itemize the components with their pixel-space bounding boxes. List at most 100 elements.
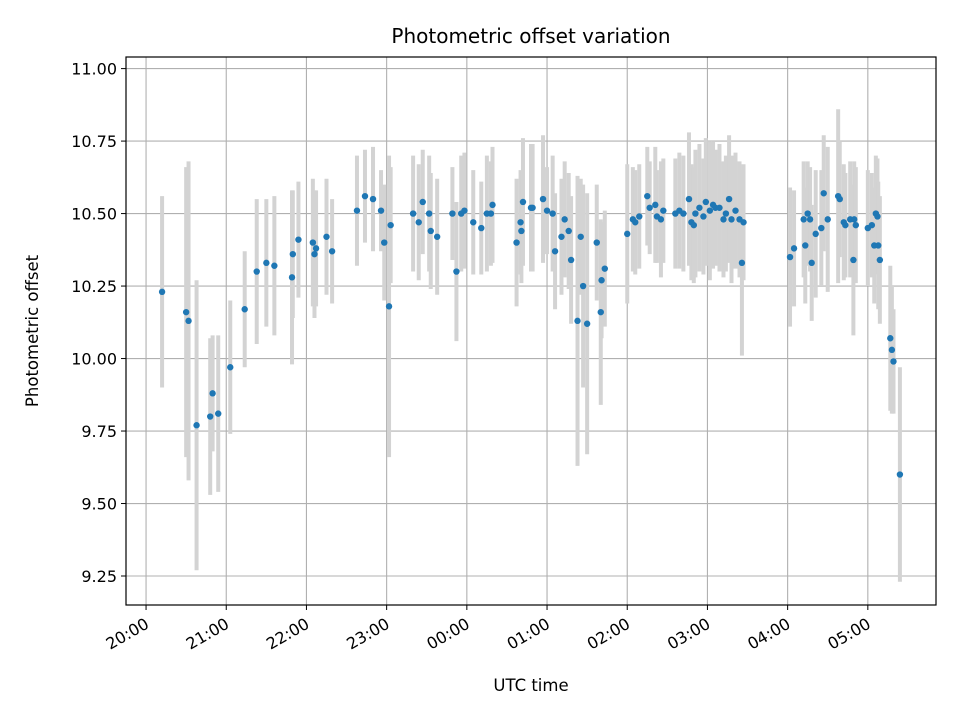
data-point: [295, 236, 302, 243]
data-point: [489, 201, 496, 209]
data-point: [824, 216, 831, 223]
data-point: [288, 274, 296, 281]
data-point: [425, 210, 433, 217]
data-point: [323, 233, 330, 240]
y-tick-label: 9.75: [81, 422, 117, 441]
data-point: [561, 216, 568, 223]
data-point: [740, 219, 747, 226]
data-point: [579, 282, 587, 290]
data-point: [409, 210, 417, 217]
data-point: [732, 207, 739, 214]
data-point: [539, 195, 547, 203]
data-point: [513, 239, 520, 246]
data-point: [887, 335, 894, 342]
data-point: [487, 210, 495, 217]
data-point: [543, 207, 551, 214]
data-point: [427, 227, 434, 235]
data-point: [263, 259, 270, 267]
data-point: [868, 221, 876, 229]
data-point: [227, 364, 234, 371]
chart-title: Photometric offset variation: [391, 24, 670, 48]
data-point: [888, 346, 896, 354]
data-point: [696, 204, 703, 211]
data-point: [720, 216, 727, 223]
data-point: [549, 210, 556, 217]
data-point: [415, 219, 422, 226]
data-point: [680, 210, 687, 217]
data-point: [800, 216, 807, 223]
data-point: [842, 221, 849, 229]
data-point: [593, 239, 600, 246]
data-point: [836, 195, 843, 203]
data-point: [598, 277, 605, 284]
data-point: [328, 248, 336, 255]
data-point: [652, 201, 659, 209]
y-tick-label: 10.50: [71, 205, 117, 224]
data-point: [646, 204, 653, 211]
data-point: [685, 195, 693, 203]
data-point: [702, 198, 710, 206]
y-tick-label: 10.00: [71, 350, 117, 369]
data-point: [802, 242, 809, 249]
data-points: [158, 190, 904, 478]
data-point: [728, 216, 735, 223]
data-point: [577, 233, 584, 240]
plot-frame: [125, 56, 937, 606]
data-point: [874, 213, 881, 220]
data-point: [385, 303, 393, 310]
data-point: [158, 288, 166, 296]
data-point: [551, 248, 559, 255]
data-point: [478, 224, 485, 232]
data-point: [790, 245, 798, 252]
data-point: [896, 471, 904, 478]
data-point: [433, 233, 441, 240]
y-tick-label: 10.25: [71, 277, 117, 296]
data-point: [820, 190, 827, 197]
data-point: [449, 210, 456, 217]
data-point: [453, 268, 460, 275]
data-point: [517, 219, 524, 226]
y-tick-label: 10.75: [71, 132, 117, 151]
data-point: [601, 265, 608, 272]
data-point: [624, 230, 631, 238]
data-point: [253, 268, 260, 275]
data-point: [309, 239, 317, 246]
data-point: [876, 256, 884, 264]
data-point: [722, 210, 730, 217]
data-point: [657, 216, 665, 223]
data-point: [419, 198, 426, 206]
data-point: [690, 221, 698, 229]
data-point: [806, 216, 814, 223]
data-point: [193, 422, 200, 429]
data-point: [583, 320, 591, 327]
data-point: [381, 239, 388, 246]
data-point: [890, 358, 897, 365]
data-point: [529, 204, 536, 211]
data-point: [387, 221, 394, 229]
data-point: [518, 227, 525, 235]
data-point: [706, 207, 714, 214]
data-point: [289, 250, 297, 258]
data-point: [312, 245, 320, 252]
data-point: [209, 390, 216, 397]
data-point: [636, 213, 643, 220]
data-point: [644, 192, 651, 200]
data-point: [716, 204, 723, 211]
data-point: [565, 227, 572, 235]
data-point: [574, 317, 581, 325]
data-point: [808, 259, 815, 267]
data-point: [852, 221, 860, 229]
data-point: [812, 230, 819, 238]
data-point: [660, 207, 667, 214]
data-point: [185, 317, 192, 325]
data-point: [241, 306, 248, 313]
data-point: [519, 198, 527, 206]
data-point: [567, 256, 575, 264]
grid: [126, 57, 936, 605]
data-point: [311, 250, 318, 258]
data-point: [850, 256, 857, 264]
data-point: [470, 219, 477, 226]
data-point: [692, 210, 699, 217]
data-point: [700, 213, 707, 220]
